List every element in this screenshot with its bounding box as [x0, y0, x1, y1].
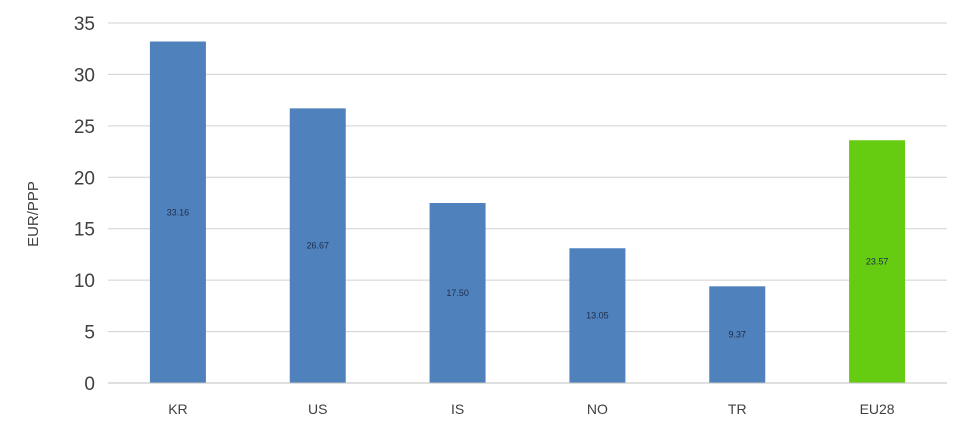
x-tick-label: TR — [728, 401, 747, 417]
y-tick-label: 30 — [74, 65, 95, 86]
bar-no — [569, 248, 626, 383]
x-tick-label: EU28 — [860, 401, 895, 417]
bar-value-label: 26.67 — [306, 241, 329, 251]
bar-value-label: 33.16 — [167, 207, 190, 217]
bar-value-label: 17.50 — [446, 288, 469, 298]
y-tick-label: 10 — [74, 271, 95, 292]
bar-value-label: 9.37 — [728, 330, 746, 340]
bar-value-labels: 33.16 26.67 17.50 13.05 9.37 23.57 — [167, 207, 889, 339]
x-tick-label: KR — [168, 401, 187, 417]
bar-is — [429, 203, 486, 383]
y-axis-ticks: 0 5 10 15 20 25 30 35 — [74, 14, 95, 395]
bar-us — [289, 108, 346, 383]
bar-kr — [149, 41, 206, 384]
x-tick-label: IS — [451, 401, 464, 417]
x-tick-label: US — [308, 401, 327, 417]
gridlines — [108, 22, 947, 333]
y-tick-label: 15 — [74, 220, 95, 241]
y-tick-label: 35 — [74, 14, 95, 35]
bar-eu28 — [849, 140, 906, 383]
y-tick-label: 20 — [74, 168, 95, 189]
x-axis-ticks: KR US IS NO TR EU28 — [168, 401, 895, 417]
y-tick-label: 0 — [84, 374, 95, 395]
bar-value-label: 23.57 — [866, 257, 889, 267]
bar-tr — [709, 286, 766, 383]
y-tick-label: 25 — [74, 117, 95, 138]
y-axis-title: EUR/PPP — [25, 181, 42, 247]
bar-value-label: 13.05 — [586, 311, 609, 321]
x-tick-label: NO — [587, 401, 608, 417]
y-tick-label: 5 — [84, 323, 95, 344]
bars — [149, 41, 906, 384]
